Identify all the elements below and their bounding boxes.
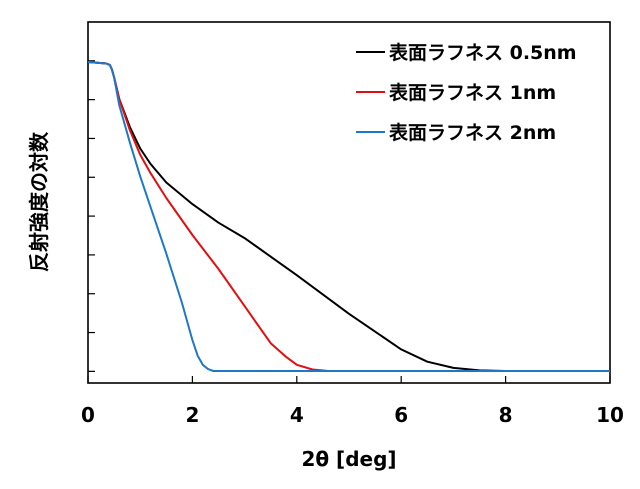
- x-tick-label: 6: [394, 403, 408, 427]
- x-tick-label: 8: [499, 403, 513, 427]
- x-tick-label: 0: [81, 403, 95, 427]
- series-line-2: [87, 61, 610, 372]
- y-axis-ticks: [88, 60, 95, 372]
- x-tick-label: 10: [596, 403, 624, 427]
- x-tick-label: 2: [185, 403, 199, 427]
- legend-label: 表面ラフネス 2nm: [389, 121, 556, 144]
- plot-frame: [87, 21, 611, 384]
- x-tick-label: 4: [290, 403, 304, 427]
- x-axis-title: 2θ [deg]: [301, 447, 396, 471]
- series-lines: [87, 61, 610, 372]
- legend: 表面ラフネス 0.5nm 表面ラフネス 1nm 表面ラフネス 2nm: [356, 41, 577, 144]
- series-line-3: [87, 61, 610, 372]
- y-axis-title: 反射強度の対数: [27, 131, 51, 272]
- x-axis-ticks: [87, 376, 611, 383]
- x-axis-tick-labels: 0 2 4 6 8 10: [81, 403, 624, 427]
- legend-label: 表面ラフネス 1nm: [389, 81, 556, 104]
- legend-label: 表面ラフネス 0.5nm: [389, 41, 577, 64]
- series-line-1: [87, 61, 610, 372]
